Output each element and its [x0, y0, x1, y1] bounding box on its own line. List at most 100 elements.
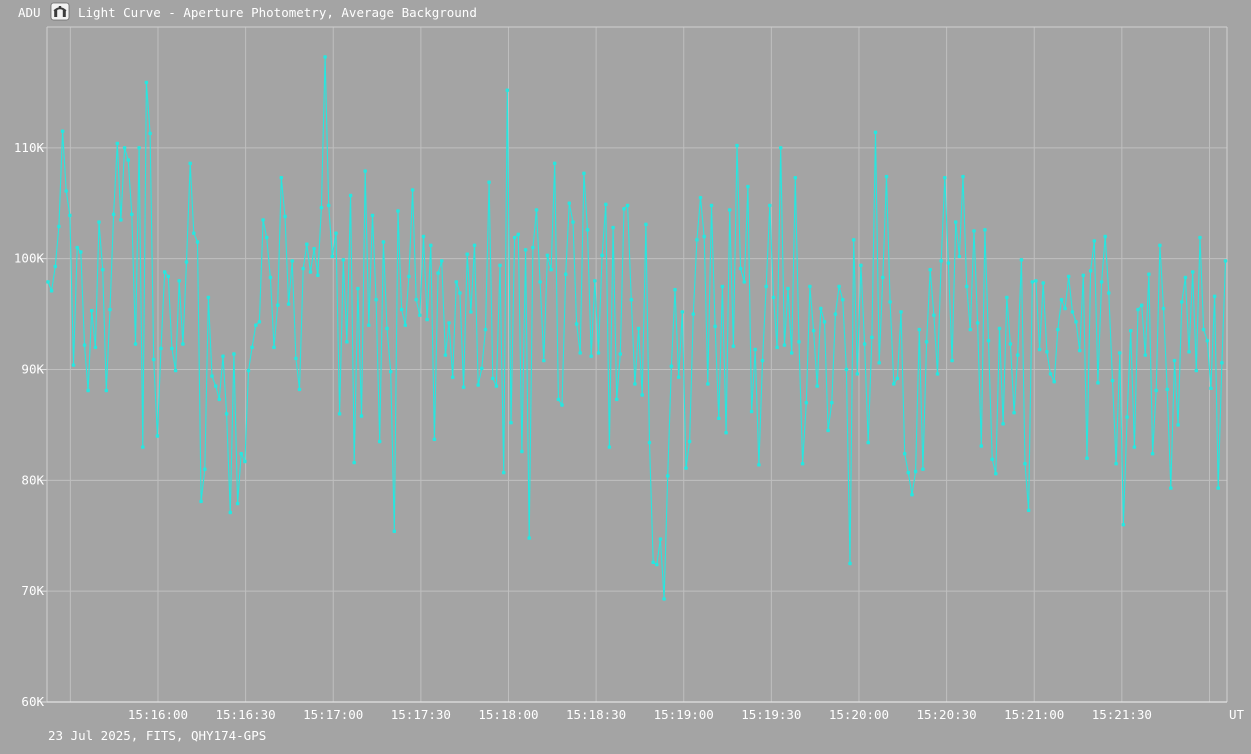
data-point-marker [1161, 306, 1166, 311]
data-point-marker [534, 208, 539, 212]
data-point-marker [46, 280, 50, 284]
data-point-marker [666, 474, 670, 478]
data-point-marker [731, 344, 736, 348]
data-point-marker [757, 463, 761, 467]
data-point-marker [254, 323, 258, 327]
data-point-marker [330, 254, 334, 259]
data-point-marker [574, 322, 579, 326]
x-tick-label: 15:16:30 [216, 707, 276, 722]
data-point-marker [498, 263, 502, 267]
data-point-marker [830, 401, 834, 405]
data-point-marker [943, 176, 947, 180]
data-point-marker [720, 284, 725, 289]
data-point-marker [968, 327, 972, 332]
data-point-marker [502, 470, 506, 475]
data-point-marker [1198, 235, 1202, 240]
data-point-marker [669, 364, 674, 368]
data-point-marker [706, 382, 710, 386]
data-point-marker [86, 388, 90, 393]
data-point-marker [604, 202, 608, 206]
data-point-marker [472, 243, 477, 247]
data-point-marker [622, 207, 626, 211]
data-point-marker [913, 469, 918, 474]
data-point-marker [873, 130, 878, 134]
data-point-marker [122, 146, 127, 150]
data-point-marker [1059, 298, 1064, 302]
data-point-marker [1019, 258, 1024, 262]
data-point-marker [866, 440, 870, 445]
data-point-marker [771, 295, 776, 300]
data-point-marker [75, 245, 79, 250]
data-point-marker [961, 174, 965, 179]
data-point-marker [808, 284, 812, 289]
data-point-marker [1169, 486, 1173, 490]
data-point-marker [483, 327, 488, 332]
data-point-marker [279, 176, 283, 180]
data-point-marker [111, 212, 116, 216]
data-point-marker [1223, 259, 1228, 263]
data-point-marker [615, 397, 619, 402]
data-point-marker [542, 358, 546, 363]
data-point-marker [469, 310, 473, 314]
data-point-marker [224, 412, 229, 416]
data-point-marker [396, 209, 400, 213]
data-point-marker [97, 220, 101, 224]
data-point-marker [1023, 462, 1027, 466]
series-layer[interactable] [46, 27, 1228, 702]
data-point-marker [1074, 320, 1078, 324]
data-point-marker [239, 452, 243, 456]
data-point-marker [305, 242, 309, 246]
data-point-marker [928, 268, 932, 272]
data-point-marker [815, 384, 819, 388]
data-point-marker [582, 171, 586, 175]
data-point-marker [611, 225, 615, 230]
data-point-marker [82, 343, 87, 347]
data-point-marker [137, 146, 141, 150]
data-point-marker [1092, 239, 1096, 243]
data-point-marker [655, 562, 659, 567]
data-point-marker [527, 536, 531, 540]
data-point-marker [844, 367, 849, 372]
data-point-marker [1129, 329, 1133, 333]
data-point-marker [1026, 508, 1031, 512]
data-point-marker [917, 327, 921, 332]
data-point-marker [702, 234, 706, 239]
data-point-marker [1045, 350, 1049, 354]
data-point-marker [68, 213, 72, 218]
data-point-marker [1048, 372, 1053, 376]
data-point-marker [877, 361, 881, 365]
data-point-marker [399, 307, 404, 312]
data-point-marker [440, 259, 444, 263]
data-point-marker [155, 434, 160, 438]
data-point-marker [195, 240, 200, 244]
data-point-marker [881, 275, 885, 280]
data-point-marker [728, 208, 732, 212]
data-point-marker [950, 358, 954, 363]
data-point-marker [1041, 281, 1045, 285]
x-tick-label: 15:16:00 [128, 707, 188, 722]
data-point-marker [93, 345, 98, 349]
data-point-marker [268, 275, 273, 280]
data-point-marker [57, 224, 61, 229]
data-point-marker [782, 343, 787, 347]
data-point-marker [746, 184, 750, 189]
data-point-marker [760, 358, 765, 363]
data-point-marker [163, 270, 167, 274]
data-point-marker [246, 368, 251, 373]
data-point-marker [257, 320, 262, 324]
data-point-marker [884, 174, 889, 179]
data-point-marker [859, 263, 863, 267]
data-point-marker [1016, 353, 1020, 357]
data-point-marker [1209, 386, 1213, 390]
data-point-marker [494, 384, 499, 388]
data-point-marker [454, 280, 458, 284]
data-point-marker [1147, 272, 1151, 276]
data-point-marker [1001, 422, 1005, 426]
data-point-marker [841, 298, 845, 302]
data-point-marker [1067, 274, 1071, 279]
data-point-marker [1070, 310, 1075, 314]
data-point-marker [607, 445, 612, 449]
data-point-marker [800, 462, 805, 466]
